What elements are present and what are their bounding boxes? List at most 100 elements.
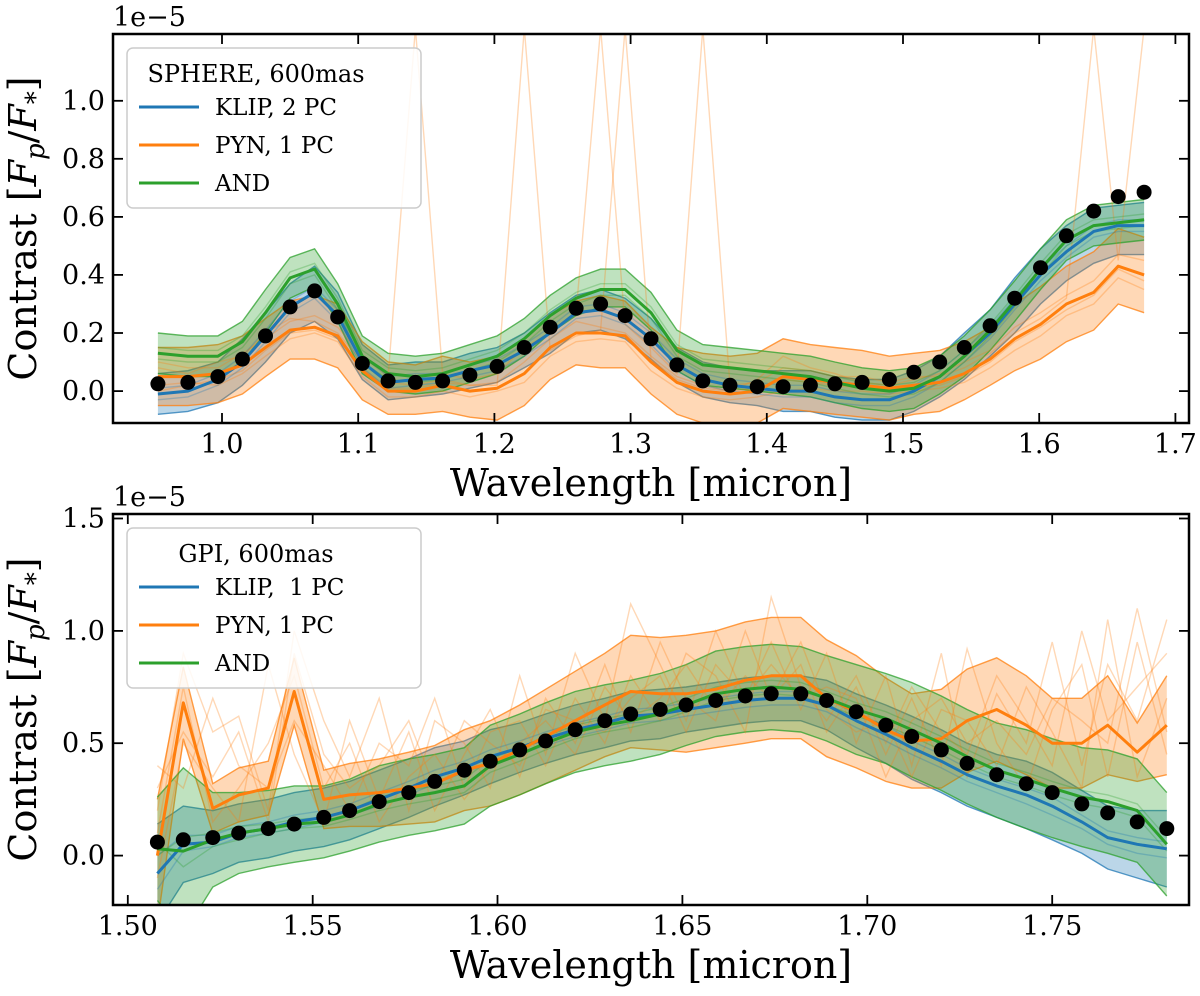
reference-point [568,300,584,316]
reference-point [401,785,417,801]
reference-point [881,372,897,387]
x-axis-label: Wavelength [micron] [450,943,852,987]
reference-point [597,713,613,729]
reference-point [1159,821,1175,837]
reference-point [827,376,843,392]
reference-point [708,693,724,708]
reference-point [1086,203,1102,219]
x-tick-label: 1.7 [1154,429,1197,460]
reference-point [802,377,818,393]
y-axis-label-part: F [1,158,45,187]
y-tick-label: 0.0 [62,376,105,407]
reference-point [904,729,920,744]
reference-point [669,357,685,373]
band-upper-edge [156,643,1168,798]
plot-area [149,594,1175,905]
band-and [157,199,1145,412]
y-axis-label-part: p [21,143,51,160]
reference-point [959,755,975,771]
faint-trace [157,213,1145,387]
reference-point [593,296,609,312]
reference-point [1018,776,1034,792]
y-tick-label: 0.8 [62,144,105,175]
reference-point [1033,260,1048,276]
reference-point [1100,805,1116,821]
x-tick-label: 1.6 [1018,429,1061,460]
y-axis-label: Contrast [Fp/F*] [1,557,51,861]
legend-entry-label: KLIP, 1 PC [215,575,344,601]
y-tick-label: 0.0 [62,841,105,872]
reference-point [462,367,478,383]
legend-title: GPI, 600mas [178,540,333,568]
plot-area [150,34,1152,423]
reference-point [407,374,423,390]
y-axis-label-part: F [1,103,45,132]
reference-point [695,373,711,389]
reference-point [282,299,298,315]
reference-point [854,374,870,390]
reference-point [1044,785,1060,801]
y-axis-label-part: F [1,639,45,668]
legend-entry-label: AND [214,171,270,197]
reference-point [512,742,528,758]
reference-point [427,773,443,789]
y-axis-label-part: / [1,130,45,143]
x-tick-label: 1.50 [98,911,158,942]
band-upper-edge [156,616,1168,800]
series-line [155,674,1168,856]
reference-point [737,688,753,704]
x-tick-label: 1.1 [337,429,380,460]
reference-point [989,767,1005,783]
reference-point [906,364,922,380]
reference-point [956,340,972,355]
x-tick-label: 1.4 [745,429,788,460]
reference-point [538,733,554,749]
reference-point [435,373,451,389]
reference-point [456,762,472,778]
reference-point [482,753,498,769]
reference-point [775,379,791,395]
y-tick-label: 0.6 [62,202,105,233]
reference-point [982,318,998,334]
reference-point [234,351,250,367]
legend-box [126,47,422,209]
x-tick-label: 1.55 [283,911,343,942]
y-axis-label-part: * [21,572,51,585]
sphere-panel: 1.0 1.1 1.2 1.3 1.4 1.5 1.6 1.7 0.0 0.2 0.4 0.6 0.8 1… [1,2,1197,505]
x-tick-label: 1.70 [837,911,897,942]
reference-point [932,354,948,370]
reference-point [1136,184,1152,200]
band-lower-edge [156,728,1168,905]
y-axis-label: Contrast [Fp/F*] [1,76,51,380]
legend-entry-label: KLIP, 2 PC [215,95,337,121]
faint-trace [157,224,1145,398]
faint-trace [156,594,1168,813]
reference-point [489,358,505,374]
faint-trace [157,277,1145,401]
reference-point [316,809,332,825]
reference-point [749,379,765,395]
reference-point [763,686,779,702]
band-lower-edge [159,722,1167,905]
reference-point [1110,189,1126,205]
reference-point [722,377,738,393]
reference-point [819,693,835,708]
reference-point [1074,796,1090,812]
reference-point [542,319,558,335]
legend-title: SPHERE, 600mas [147,60,364,88]
reference-point [330,309,346,325]
band-lower-edge [157,303,1145,423]
axes-frame [111,512,1191,907]
x-tick-label: 1.65 [652,911,712,942]
faint-trace [157,253,1145,392]
axes-frame [111,32,1191,425]
y-tick-label: 0.4 [62,260,105,291]
reference-point [380,373,396,389]
legend-entry-label: PYN, 1 PC [215,133,334,159]
reference-point [1058,228,1074,244]
y-tick-label: 1.5 [62,504,105,535]
faint-trace [157,34,1145,392]
reference-point [652,702,668,717]
y-tick-label: 0.5 [62,728,105,759]
